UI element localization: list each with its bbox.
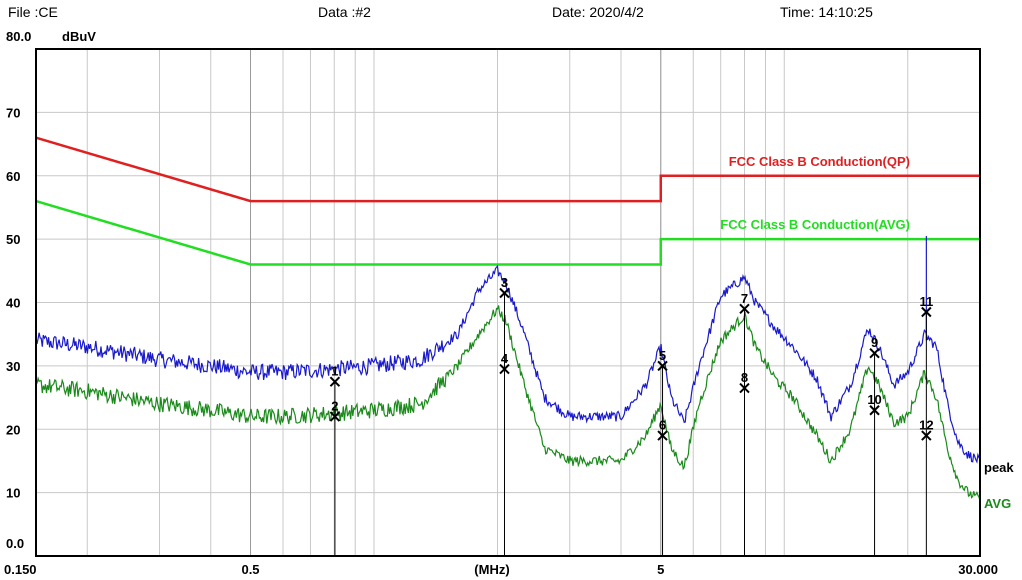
marker-label: 1 — [331, 364, 338, 379]
marker-x — [499, 287, 510, 299]
marker-x — [739, 382, 750, 394]
marker-x — [869, 347, 880, 359]
limit-line-label: FCC Class B Conduction(AVG) — [720, 217, 910, 232]
y-tick-label: 10 — [6, 486, 20, 501]
series-end-label: peak — [984, 460, 1014, 475]
limit-line — [35, 199, 980, 266]
y-axis-label: dBuV — [62, 29, 96, 44]
marker-x — [329, 376, 341, 387]
marker-x — [657, 360, 668, 372]
y-tick-label: 70 — [6, 105, 20, 120]
y-tick-label: 0.0 — [6, 536, 24, 551]
limit-line-label: FCC Class B Conduction(QP) — [729, 154, 910, 169]
limit-lines: FCC Class B Conduction(QP) FCC Class B Co… — [35, 136, 980, 266]
x-tick-label: 30.000 — [958, 562, 998, 577]
marker-x — [657, 430, 668, 441]
marker-x — [921, 430, 932, 441]
plot-frame — [35, 48, 981, 557]
marker-label: 2 — [331, 399, 338, 414]
series-line — [35, 264, 981, 464]
marker-label: 9 — [871, 335, 878, 350]
y-tick-label: 80.0 — [6, 29, 31, 44]
x-axis-label: (MHz) — [474, 562, 509, 577]
marker-label: 10 — [867, 392, 881, 407]
y-tick-label: 30 — [6, 359, 20, 374]
marker-x — [499, 363, 510, 375]
file-label: File :CE — [8, 4, 58, 20]
date-label: Date: 2020/4/2 — [552, 4, 644, 20]
marker-label: 5 — [659, 348, 666, 363]
series-end-label: AVG — [984, 496, 1011, 511]
marker-label: 4 — [501, 351, 509, 366]
marker-label: 12 — [919, 418, 933, 433]
y-tick-label: 50 — [6, 232, 20, 247]
marker-x — [869, 405, 880, 416]
marker-x — [329, 411, 341, 422]
limit-line — [35, 136, 980, 203]
marker-label: 11 — [919, 294, 933, 309]
marker-x — [921, 306, 932, 318]
axis-labels: 0.0 10 20 30 40 50 60 70 80.0 dBuV 0.150 0.5 5 30.000… — [4, 29, 1014, 577]
marker-label: 6 — [659, 418, 666, 433]
data-label: Data :#2 — [318, 4, 371, 20]
marker-label: 3 — [501, 275, 508, 290]
y-tick-label: 40 — [6, 296, 20, 311]
y-tick-label: 60 — [6, 169, 20, 184]
x-tick-label: 5 — [657, 562, 664, 577]
marker-x — [739, 303, 750, 315]
y-tick-label: 20 — [6, 422, 20, 437]
series-line — [35, 305, 981, 502]
x-tick-label: 0.5 — [241, 562, 259, 577]
x-tick-label: 0.150 — [4, 562, 37, 577]
marker-label: 8 — [741, 370, 748, 385]
plot-grid — [36, 49, 980, 556]
marker-label: 7 — [741, 291, 748, 306]
time-label: Time: 14:10:25 — [780, 4, 873, 20]
